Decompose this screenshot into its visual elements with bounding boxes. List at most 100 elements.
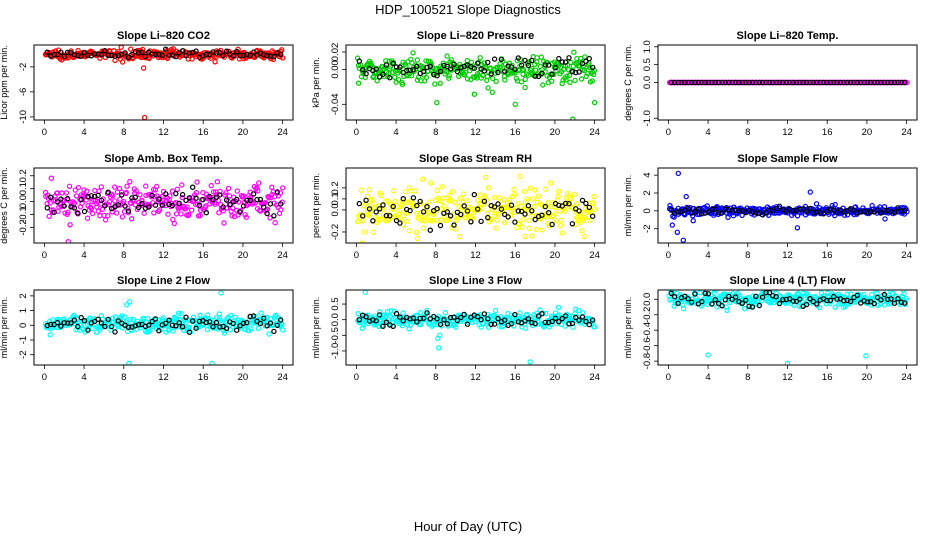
data-point <box>426 199 432 205</box>
reference-point <box>250 313 257 319</box>
y-tick-label: 0.0 <box>642 76 653 89</box>
reference-point <box>807 296 813 302</box>
reference-point <box>766 79 773 86</box>
data-point <box>461 72 467 78</box>
reference-point <box>749 79 756 86</box>
data-point <box>123 189 130 196</box>
reference-point <box>85 52 91 59</box>
data-point <box>257 208 264 214</box>
x-tick-label: 4 <box>705 250 710 261</box>
reference-point <box>166 52 172 59</box>
reference-point <box>478 316 484 323</box>
reference-point <box>898 208 905 214</box>
reference-point <box>81 318 88 324</box>
reference-point <box>105 52 111 59</box>
reference-point <box>522 57 528 64</box>
reference-point <box>525 316 532 322</box>
reference-point <box>159 52 165 59</box>
reference-point <box>139 200 145 207</box>
reference-point <box>522 211 528 217</box>
reference-point <box>573 314 579 321</box>
data-point <box>518 79 525 85</box>
reference-point <box>481 198 488 204</box>
reference-point <box>434 205 440 212</box>
reference-point <box>898 79 905 86</box>
reference-point <box>380 202 386 208</box>
data-point <box>570 63 576 70</box>
data-point <box>272 219 278 226</box>
reference-point <box>176 320 182 326</box>
data-point <box>525 210 531 217</box>
reference-point <box>668 79 675 86</box>
outlier-point <box>675 170 682 177</box>
data-point <box>511 186 517 193</box>
x-tick-label: 8 <box>433 250 438 261</box>
y-tick-label: 2 <box>18 293 29 298</box>
reference-point <box>837 79 844 86</box>
data-point <box>105 212 111 219</box>
plot-frame <box>33 44 294 121</box>
data-point <box>66 183 73 189</box>
reference-point <box>672 294 678 300</box>
reference-point <box>579 60 586 67</box>
reference-point <box>78 196 84 203</box>
x-tick-label: 20 <box>238 372 249 383</box>
data-point <box>358 187 364 193</box>
data-point <box>178 211 184 217</box>
reference-point <box>68 320 74 326</box>
data-point <box>65 209 71 215</box>
reference-point <box>895 79 901 86</box>
data-point <box>773 290 780 296</box>
data-point <box>117 196 123 202</box>
reference-point <box>44 205 51 211</box>
data-point <box>668 290 674 294</box>
y-axis-label: degrees C per min. <box>0 167 9 244</box>
reference-point <box>91 51 98 57</box>
data-point <box>119 313 125 319</box>
reference-point <box>668 207 675 213</box>
data-point <box>399 202 405 208</box>
reference-point <box>410 67 417 73</box>
reference-point <box>149 192 155 199</box>
data-point <box>484 210 491 216</box>
reference-point <box>868 209 874 215</box>
reference-point <box>529 57 535 64</box>
reference-point <box>240 320 247 326</box>
reference-point <box>48 321 54 328</box>
x-tick-label: 24 <box>589 250 600 261</box>
reference-point <box>58 196 64 202</box>
plot-frame <box>345 44 606 121</box>
reference-point <box>817 79 823 86</box>
reference-point <box>824 297 830 304</box>
plot-frame <box>657 44 918 121</box>
reference-point <box>410 195 417 201</box>
data-point <box>591 206 598 213</box>
reference-point <box>223 48 230 54</box>
reference-point <box>380 71 386 77</box>
y-tick-label: 0.0 <box>18 195 29 208</box>
data-point <box>254 184 260 191</box>
reference-point <box>434 72 440 79</box>
reference-point <box>267 201 274 207</box>
data-point <box>151 210 157 216</box>
reference-point <box>98 197 105 203</box>
reference-point <box>125 324 132 330</box>
reference-point <box>370 218 376 224</box>
reference-point <box>373 66 379 72</box>
reference-point <box>179 48 186 54</box>
reference-point <box>267 320 274 326</box>
y-tick-label: -0.2 <box>642 307 653 323</box>
reference-point <box>464 321 471 327</box>
data-point <box>485 184 491 191</box>
reference-point <box>360 213 366 219</box>
reference-point <box>166 317 172 323</box>
reference-point <box>424 310 430 316</box>
reference-point <box>149 51 155 57</box>
outlier-point <box>680 237 687 243</box>
data-point <box>431 321 438 327</box>
reference-point <box>888 209 894 215</box>
reference-point <box>797 206 803 213</box>
reference-point <box>363 314 369 320</box>
y-axis-label: ml/min per min. <box>311 297 321 359</box>
outlier-point <box>591 99 598 106</box>
